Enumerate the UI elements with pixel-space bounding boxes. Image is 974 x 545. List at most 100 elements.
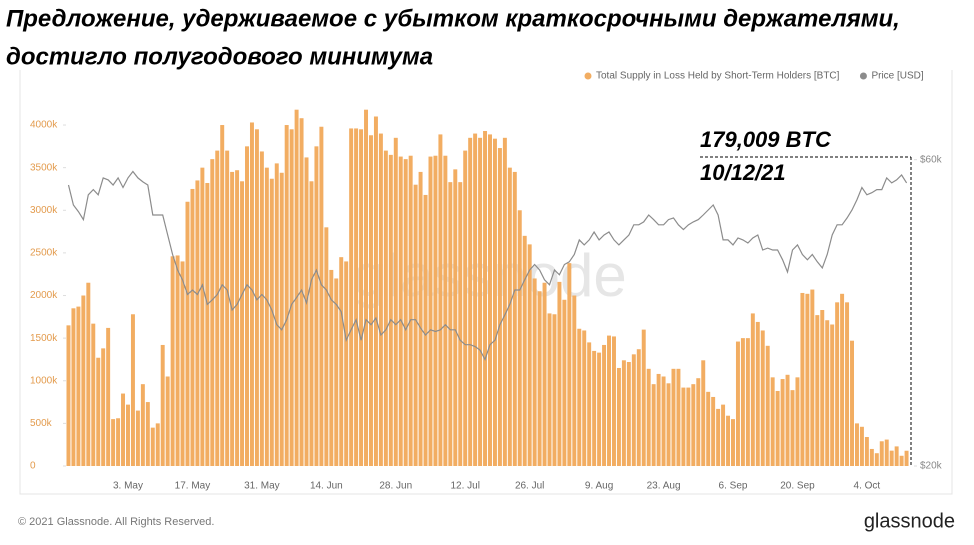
bar <box>845 302 850 466</box>
bar <box>701 360 706 466</box>
bar <box>577 328 582 466</box>
bar <box>309 181 314 466</box>
x-tick-label: 23. Aug <box>647 481 681 492</box>
bar <box>130 314 135 466</box>
x-tick-label: 3. May <box>113 481 143 492</box>
chart-title: достигло полугодового минимума <box>6 43 433 70</box>
bar <box>71 308 76 466</box>
bar <box>284 125 289 467</box>
bar <box>160 344 165 466</box>
bar <box>304 157 309 467</box>
legend-marker <box>584 72 592 80</box>
y-tick-label: 500k <box>30 418 53 429</box>
bar <box>274 163 279 466</box>
bar <box>383 150 388 466</box>
bar <box>388 154 393 467</box>
bar <box>220 125 225 467</box>
bar <box>126 404 130 466</box>
bar <box>582 330 587 466</box>
bar <box>859 426 864 466</box>
bar <box>790 390 795 466</box>
bar <box>175 255 180 466</box>
copyright: © 2021 Glassnode. All Rights Reserved. <box>18 516 214 528</box>
y-tick-label: 2000k <box>30 290 58 301</box>
bar <box>726 415 731 466</box>
bar <box>815 315 820 466</box>
bar <box>438 134 443 466</box>
bar <box>428 156 433 467</box>
bar <box>240 181 245 466</box>
bar <box>889 450 894 466</box>
bar <box>368 135 373 466</box>
y2-tick-label: $20k <box>920 461 943 472</box>
y2-tick-label: $60k <box>920 154 943 165</box>
bar <box>587 342 592 466</box>
bar <box>423 194 428 466</box>
bar <box>805 293 810 466</box>
x-tick-label: 20. Sep <box>780 481 815 492</box>
bar <box>185 201 190 467</box>
x-tick-label: 14. Jun <box>310 481 343 492</box>
bar <box>373 116 378 466</box>
bar <box>770 377 775 466</box>
chart-title: Предложение, удерживаемое с убытком крат… <box>6 5 900 32</box>
bar <box>825 320 830 466</box>
bar <box>165 376 170 466</box>
bar <box>269 178 274 466</box>
bar <box>507 167 512 466</box>
bar <box>116 418 121 466</box>
bar <box>711 396 716 466</box>
bar <box>616 367 621 466</box>
bar <box>879 441 884 466</box>
bar <box>81 295 86 466</box>
bar <box>656 373 661 466</box>
bar <box>319 126 324 466</box>
bar <box>661 376 666 466</box>
bar <box>686 387 691 466</box>
bar <box>205 182 210 466</box>
bar <box>884 439 889 466</box>
bar <box>294 109 299 467</box>
bar <box>76 306 81 466</box>
bar <box>111 419 116 466</box>
annotation: 10/12/21 <box>700 160 786 185</box>
bar <box>235 170 240 467</box>
bar <box>745 338 750 466</box>
bar <box>225 150 230 466</box>
bar <box>775 390 780 466</box>
bar <box>478 137 483 466</box>
bar <box>755 321 760 466</box>
bar <box>869 448 874 466</box>
bar <box>106 327 111 466</box>
bar <box>334 278 339 466</box>
bar <box>230 171 235 467</box>
x-tick-label: 17. May <box>175 481 211 492</box>
logo: glassnode <box>864 510 955 532</box>
bar <box>621 360 626 466</box>
bar <box>393 137 398 466</box>
bar <box>279 172 284 467</box>
bar <box>354 128 359 466</box>
bar <box>830 324 835 466</box>
bar <box>522 235 527 466</box>
bar <box>497 148 502 466</box>
bar <box>458 182 463 466</box>
bar <box>696 378 701 466</box>
bar <box>835 302 840 466</box>
bar <box>473 133 478 466</box>
x-tick-label: 6. Sep <box>719 481 748 492</box>
bar <box>195 180 200 466</box>
bar <box>145 402 150 466</box>
bar <box>96 357 101 466</box>
bar <box>681 387 686 466</box>
bar <box>864 437 869 466</box>
y-tick-label: 0 <box>30 461 36 472</box>
bar <box>155 423 160 466</box>
bar <box>735 341 740 466</box>
bar <box>765 345 770 466</box>
y-tick-label: 4000k <box>30 120 58 131</box>
legend-label: Price [USD] <box>871 71 923 82</box>
bar <box>840 293 845 466</box>
bar <box>190 188 195 467</box>
